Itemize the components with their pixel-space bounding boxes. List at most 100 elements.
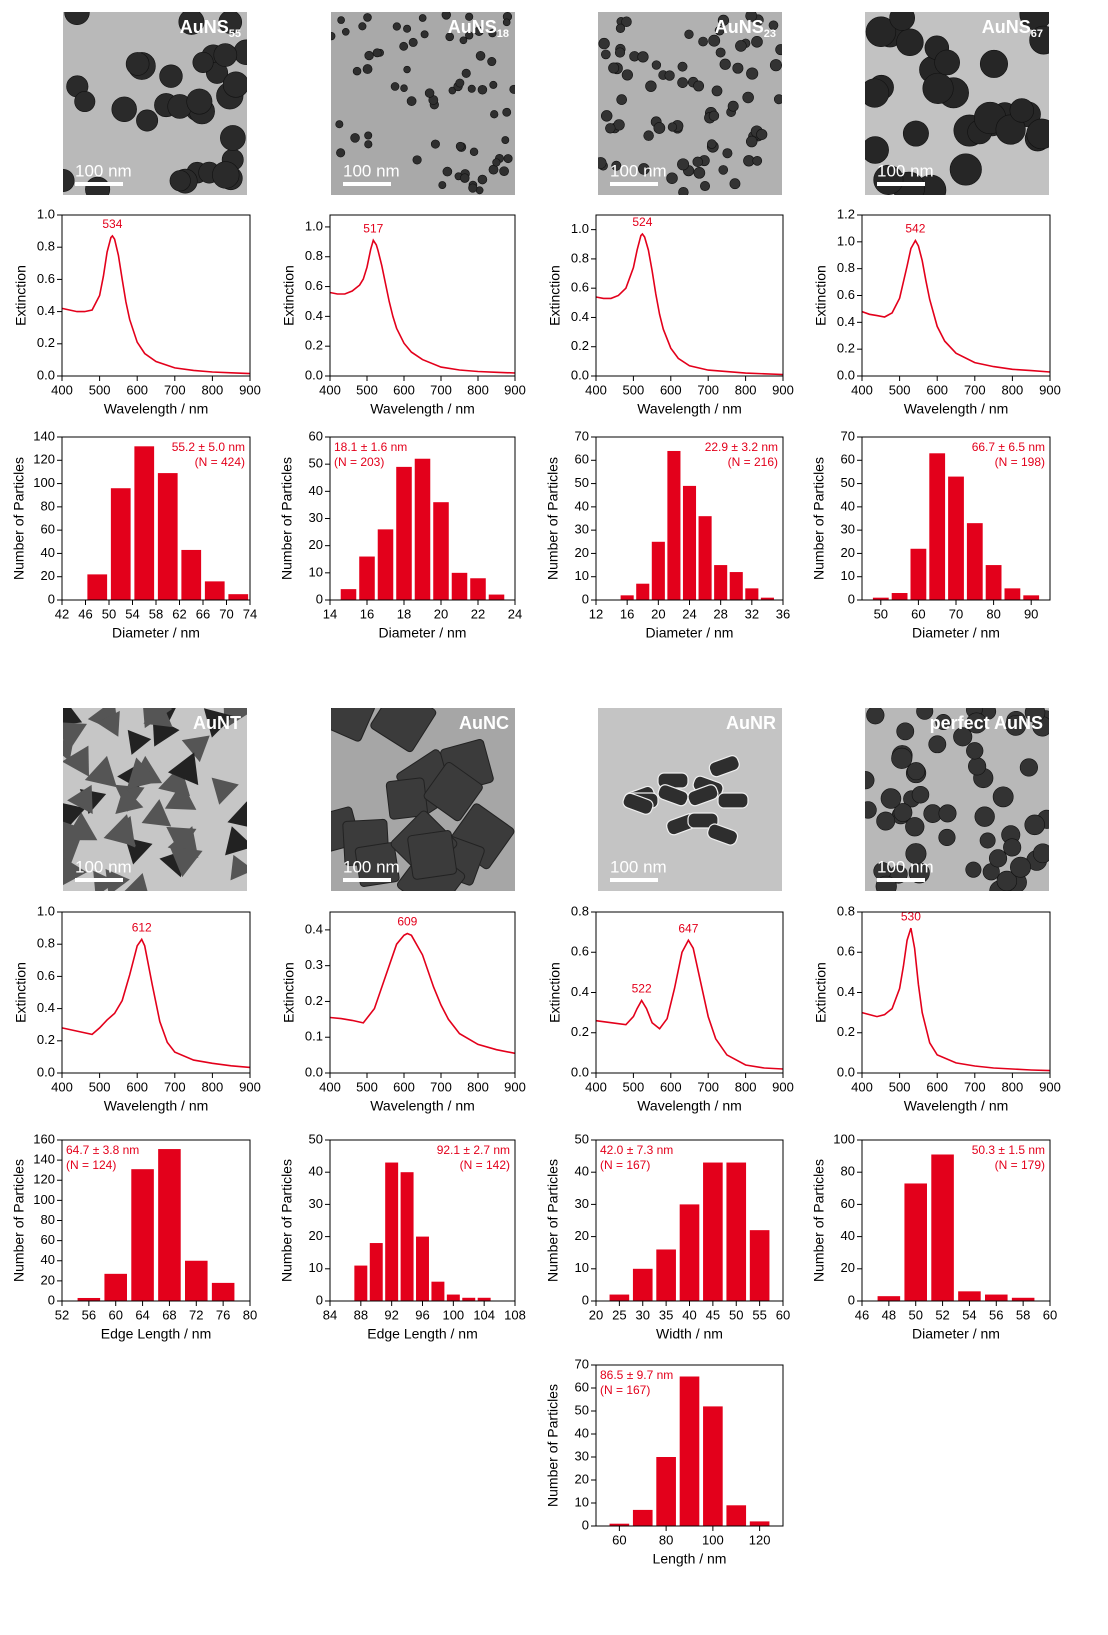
x-tick-label: 70 (949, 606, 963, 621)
chart: 400 500 600 700 800 900 0.0 0.2 0.4 0.6 0.8 1.0 1.2 W… (813, 206, 1061, 416)
particle (1032, 843, 1049, 864)
y-tick-label: 0.2 (37, 335, 55, 350)
particle (492, 158, 501, 167)
y-tick-label: 140 (33, 428, 55, 443)
x-tick-label: 600 (393, 382, 415, 397)
y-tick-label: 60 (575, 1379, 589, 1394)
particle (614, 47, 626, 58)
y-tick-label: 0 (582, 1517, 589, 1532)
plot-frame (595, 214, 784, 377)
particle (403, 24, 412, 33)
y-axis-label: Extinction (547, 265, 563, 326)
particle (63, 722, 87, 752)
x-tick-label: 42 (55, 606, 69, 621)
y-tick-label: 0 (582, 1292, 589, 1307)
y-tick-label: 60 (841, 452, 855, 467)
y-tick-label: 40 (309, 483, 323, 498)
particle (693, 80, 705, 92)
y-tick-label: 60 (575, 452, 589, 467)
particle (337, 16, 345, 24)
particle (722, 148, 733, 159)
particle (225, 826, 247, 856)
scale-bar-label: 100 nm (343, 857, 400, 876)
particle (622, 792, 654, 815)
particle (501, 136, 510, 144)
annotation: 55.2 ± 5.0 nm (172, 440, 245, 454)
x-tick-label: 92 (384, 1307, 398, 1322)
particle (399, 41, 409, 51)
tem-image: AuNT 100 nm (63, 708, 247, 891)
y-tick-label: 0 (316, 591, 323, 606)
x-axis-label: Diameter / nm (912, 625, 1000, 641)
particle (1003, 838, 1022, 857)
y-tick-label: 50 (575, 475, 589, 490)
y-tick-label: 50 (575, 1131, 589, 1146)
y-tick-label: 20 (841, 545, 855, 560)
particle (420, 30, 429, 39)
x-tick-label: 800 (735, 382, 757, 397)
x-axis-label: Diameter / nm (646, 625, 734, 641)
scale-bar-label: 100 nm (610, 161, 667, 180)
x-tick-label: 46 (855, 1307, 869, 1322)
particle (499, 166, 509, 177)
chart: 42 46 50 54 58 62 66 70 74 0 20 40 60 80 100 120 140 Diam… (11, 428, 258, 640)
particle (65, 812, 98, 841)
x-tick-label: 800 (735, 1079, 757, 1094)
tem-image: AuNS18 100 nm (331, 12, 515, 195)
y-tick-label: 0 (48, 591, 55, 606)
x-axis-label: Width / nm (656, 1326, 723, 1342)
particle (711, 85, 723, 97)
y-tick-label: 0.0 (37, 1064, 55, 1079)
particle (488, 29, 497, 38)
bar (679, 1376, 700, 1526)
scale-bar-label: 100 nm (343, 161, 400, 180)
particle (63, 745, 89, 777)
particle (745, 135, 758, 148)
y-tick-label: 80 (841, 1164, 855, 1179)
peak-label: 647 (678, 921, 698, 935)
scale-bar (877, 878, 925, 882)
x-axis-label: Wavelength / nm (637, 401, 742, 417)
image-label: perfect AuNS (930, 713, 1043, 733)
y-tick-label: 1.0 (37, 206, 55, 221)
image-label-sub: 67 (1031, 28, 1043, 40)
x-tick-label: 62 (172, 606, 186, 621)
y-tick-label: 0.6 (37, 271, 55, 286)
y-tick-label: 0.6 (37, 968, 55, 983)
particle (938, 804, 957, 823)
y-tick-label: 0.8 (571, 903, 589, 918)
chart: 52 56 60 64 68 72 76 80 0 20 40 60 80 100 120 140 160 Edg… (11, 1131, 258, 1341)
particle (729, 178, 741, 190)
x-tick-label: 700 (964, 1079, 986, 1094)
x-tick-label: 500 (623, 382, 645, 397)
annotation: 22.9 ± 3.2 nm (705, 440, 778, 454)
bar (910, 548, 927, 600)
bar (958, 1291, 981, 1301)
particle (166, 826, 197, 855)
y-tick-label: 0.6 (837, 287, 855, 302)
x-axis-label: Edge Length / nm (101, 1326, 212, 1342)
bar (77, 1297, 101, 1301)
y-tick-label: 0.4 (837, 314, 855, 329)
scale-bar (877, 182, 925, 186)
spectrum-line (61, 937, 251, 1069)
image-background (331, 12, 515, 195)
bar (134, 446, 155, 600)
x-tick-label: 800 (202, 382, 224, 397)
y-axis-label: Extinction (547, 962, 563, 1023)
particle (715, 47, 726, 58)
y-tick-label: 40 (41, 1252, 55, 1267)
x-tick-label: 50 (908, 1307, 922, 1322)
particle (717, 792, 749, 809)
chart: 400 500 600 700 800 900 0.0 0.2 0.4 0.6 0.8 1.0 Wave… (13, 206, 261, 416)
y-tick-label: 0.0 (305, 1064, 323, 1079)
spectrum-line (329, 238, 516, 374)
particle (424, 88, 435, 98)
particle (362, 64, 373, 74)
annotation: (N = 216) (728, 455, 778, 469)
particle (727, 100, 739, 112)
x-tick-label: 58 (1016, 1307, 1030, 1322)
y-axis-label: Number of Particles (545, 1384, 561, 1507)
particle (469, 147, 479, 157)
x-tick-label: 46 (78, 606, 92, 621)
